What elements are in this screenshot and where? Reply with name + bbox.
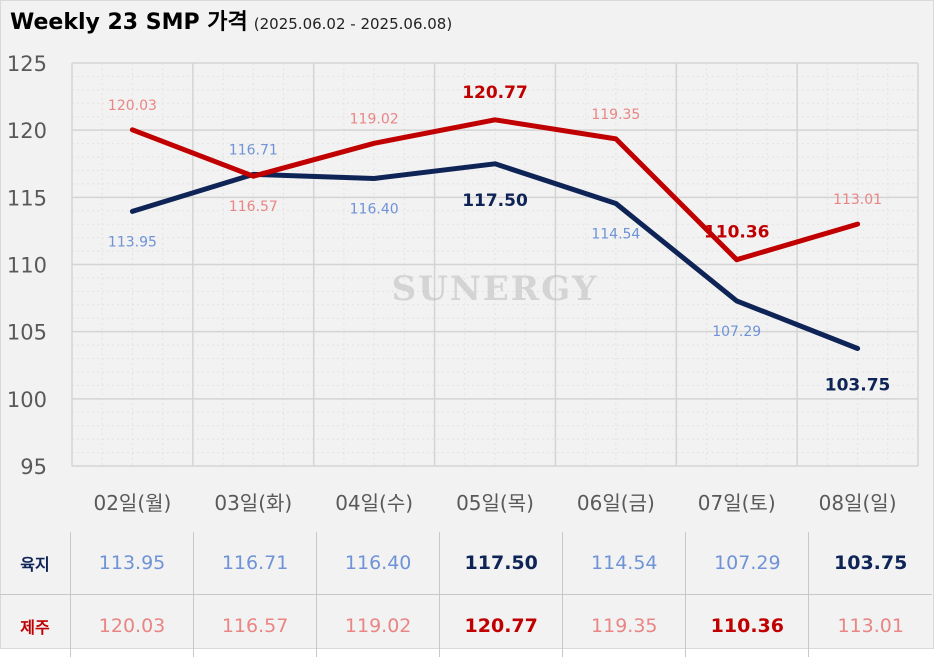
data-label: 116.40 xyxy=(350,202,399,218)
table-cell: 119.35 xyxy=(563,595,686,657)
table-cell: 116.40 xyxy=(317,532,440,595)
data-label: 110.36 xyxy=(704,223,770,243)
table-cell: 107.29 xyxy=(686,532,809,595)
x-tick-label: 04일(수) xyxy=(335,491,413,515)
y-tick-label: 100 xyxy=(7,388,47,412)
table-cell: 113.01 xyxy=(809,595,932,657)
line-chart: 95 100 105 110 115 120 125 02일(월) 03일(화) 04일(수) 05… xyxy=(0,0,934,532)
data-label: 119.35 xyxy=(591,107,640,123)
table-cell: 116.71 xyxy=(194,532,317,595)
y-tick-label: 125 xyxy=(7,52,47,76)
table-cell: 103.75 xyxy=(809,532,932,595)
y-tick-label: 120 xyxy=(7,119,47,143)
table-cell: 113.95 xyxy=(71,532,194,595)
x-tick-label: 03일(화) xyxy=(214,491,292,515)
table-cell: 120.03 xyxy=(71,595,194,657)
table-cell: 120.77 xyxy=(440,595,563,657)
data-label: 120.03 xyxy=(108,98,157,114)
x-tick-label: 06일(금) xyxy=(577,491,655,515)
y-tick-label: 110 xyxy=(7,254,47,278)
table-cell: 114.54 xyxy=(563,532,686,595)
watermark-logo: SUNERGY xyxy=(392,269,599,309)
x-tick-label: 05일(목) xyxy=(456,491,534,515)
data-label: 113.01 xyxy=(833,192,882,208)
x-tick-label: 07일(토) xyxy=(698,491,776,515)
table-cell: 110.36 xyxy=(686,595,809,657)
row-header: 육지 xyxy=(0,532,71,595)
data-label: 116.57 xyxy=(229,199,278,215)
table-cell: 116.57 xyxy=(194,595,317,657)
y-tick-label: 115 xyxy=(7,186,47,210)
table-cell: 117.50 xyxy=(440,532,563,595)
data-label: 114.54 xyxy=(591,227,640,243)
table-cell: 119.02 xyxy=(317,595,440,657)
data-label: 107.29 xyxy=(712,324,761,340)
data-label: 103.75 xyxy=(825,375,891,395)
row-header: 제주 xyxy=(0,595,71,657)
data-label: 113.95 xyxy=(108,234,157,250)
y-tick-label: 105 xyxy=(7,321,47,345)
data-label: 116.71 xyxy=(229,142,278,158)
data-label: 119.02 xyxy=(350,111,399,127)
x-tick-label: 02일(월) xyxy=(93,491,171,515)
y-tick-label: 95 xyxy=(20,455,47,479)
data-label: 120.77 xyxy=(462,83,528,103)
x-tick-label: 08일(일) xyxy=(819,491,897,515)
data-label: 117.50 xyxy=(462,191,528,211)
